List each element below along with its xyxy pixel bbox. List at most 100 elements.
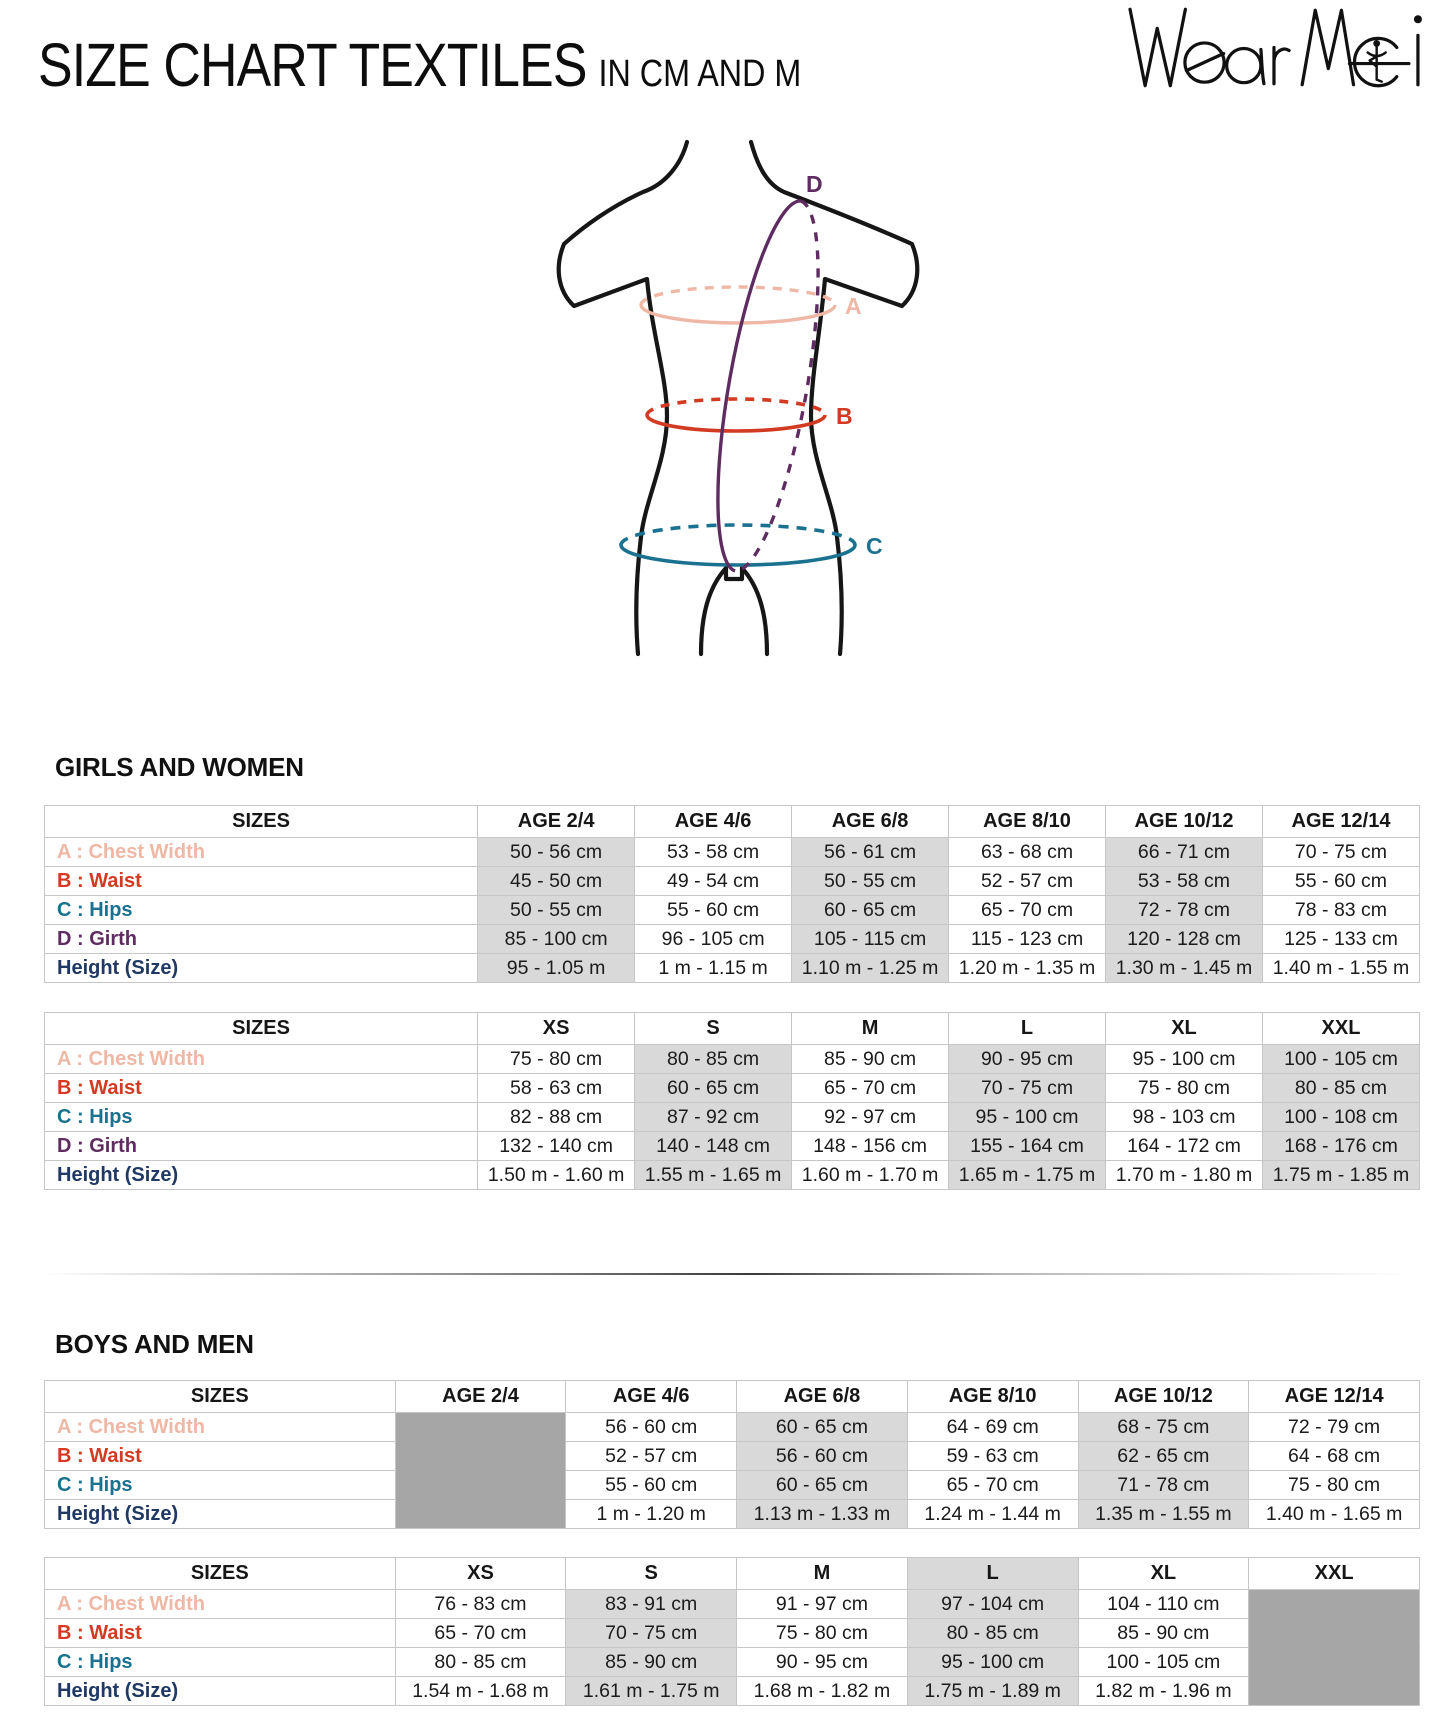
size-cell: 168 - 176 cm: [1262, 1132, 1420, 1161]
row-label: A : Chest Width: [45, 1045, 479, 1074]
row-label: C : Hips: [45, 1103, 479, 1132]
size-cell: 1.13 m - 1.33 m: [737, 1500, 908, 1529]
row-label: D : Girth: [45, 1132, 479, 1161]
row-label: C : Hips: [45, 1471, 396, 1500]
size-cell: 1.82 m - 1.96 m: [1078, 1677, 1250, 1706]
size-cell: 45 - 50 cm: [478, 867, 636, 896]
sizes-header: SIZES: [45, 806, 479, 838]
table-row: Height (Size) 1 m - 1.20 m 1.13 m - 1.33 m…: [45, 1500, 1420, 1529]
size-cell: 60 - 65 cm: [737, 1471, 908, 1500]
size-cell: 97 - 104 cm: [907, 1590, 1079, 1619]
size-cell: 1.10 m - 1.25 m: [792, 954, 950, 983]
size-cell: 50 - 55 cm: [792, 867, 950, 896]
waist-ellipse-back: [645, 397, 827, 416]
size-cell: 65 - 70 cm: [792, 1074, 950, 1103]
body-outline-right: [748, 139, 920, 657]
column-header: AGE 6/8: [792, 806, 950, 838]
size-cell: 70 - 75 cm: [1262, 838, 1420, 867]
page-title: SIZE CHART TEXTILES IN CM AND M: [38, 30, 801, 100]
size-cell: [1249, 1648, 1420, 1677]
logo-letter-r: [1272, 45, 1291, 86]
size-cell: 1.60 m - 1.70 m: [792, 1161, 950, 1190]
column-header: AGE 12/14: [1262, 806, 1420, 838]
column-header: AGE 10/12: [1106, 806, 1263, 838]
section-heading-boys: BOYS AND MEN: [55, 1329, 254, 1359]
row-label: B : Waist: [45, 1442, 396, 1471]
size-cell: 95 - 100 cm: [907, 1648, 1079, 1677]
size-cell: 1.35 m - 1.55 m: [1078, 1500, 1250, 1529]
size-cell: 52 - 57 cm: [566, 1442, 738, 1471]
size-cell: 80 - 85 cm: [635, 1045, 793, 1074]
row-label: B : Waist: [45, 1619, 396, 1648]
size-cell: 58 - 63 cm: [478, 1074, 636, 1103]
column-header: AGE 8/10: [949, 806, 1106, 838]
size-cell: 80 - 85 cm: [395, 1648, 567, 1677]
size-cell: 55 - 60 cm: [566, 1471, 738, 1500]
size-cell: 50 - 55 cm: [478, 896, 636, 925]
size-cell: 148 - 156 cm: [792, 1132, 950, 1161]
row-label: B : Waist: [45, 1074, 479, 1103]
size-cell: 1.75 m - 1.85 m: [1262, 1161, 1420, 1190]
size-cell: 1.24 m - 1.44 m: [907, 1500, 1079, 1529]
table-row: Height (Size) 1.54 m - 1.68 m 1.61 m - 1.7…: [45, 1677, 1420, 1706]
row-label: Height (Size): [45, 1500, 396, 1529]
girls-letter-size-table: SIZES XS S M L XL XXL A : Chest Width 75 - 80 cm…: [44, 1012, 1420, 1190]
size-cell: 75 - 80 cm: [478, 1045, 636, 1074]
size-cell: 55 - 60 cm: [635, 896, 793, 925]
column-header: S: [635, 1013, 793, 1045]
size-cell: 105 - 115 cm: [792, 925, 950, 954]
table-row: B : Waist 45 - 50 cm 49 - 54 cm 50 - 55 cm 5…: [45, 867, 1420, 896]
size-cell: 65 - 70 cm: [949, 896, 1106, 925]
size-cell: [1249, 1619, 1420, 1648]
brand-logo: Wear Moi: [1128, 7, 1422, 88]
size-cell: 64 - 68 cm: [1249, 1442, 1420, 1471]
size-cell: 72 - 78 cm: [1106, 896, 1263, 925]
size-cell: [395, 1471, 567, 1500]
logo-letter-e: [1183, 41, 1226, 84]
diagram-label-b: B: [836, 403, 853, 429]
size-cell: 85 - 90 cm: [792, 1045, 950, 1074]
table-row: A : Chest Width 50 - 56 cm 53 - 58 cm 56 - …: [45, 838, 1420, 867]
table-row: A : Chest Width 76 - 83 cm 83 - 91 cm 91 - …: [45, 1590, 1420, 1619]
size-cell: 75 - 80 cm: [1249, 1471, 1420, 1500]
size-cell: 87 - 92 cm: [635, 1103, 793, 1132]
size-cell: 72 - 79 cm: [1249, 1413, 1420, 1442]
row-label: Height (Size): [45, 1677, 396, 1706]
column-header: AGE 6/8: [737, 1381, 908, 1413]
column-header: AGE 8/10: [907, 1381, 1079, 1413]
hips-ellipse-back: [619, 523, 857, 546]
size-cell: 90 - 95 cm: [949, 1045, 1106, 1074]
size-cell: 56 - 61 cm: [792, 838, 950, 867]
size-cell: 49 - 54 cm: [635, 867, 793, 896]
size-cell: 59 - 63 cm: [907, 1442, 1079, 1471]
size-cell: 1.54 m - 1.68 m: [395, 1677, 567, 1706]
size-cell: 53 - 58 cm: [635, 838, 793, 867]
size-cell: 132 - 140 cm: [478, 1132, 636, 1161]
size-cell: [1249, 1590, 1420, 1619]
size-cell: 78 - 83 cm: [1262, 896, 1420, 925]
page-title-text: SIZE CHART TEXTILES: [38, 31, 587, 99]
column-header: M: [792, 1013, 950, 1045]
diagram-label-d: D: [806, 171, 823, 197]
column-header: L: [949, 1013, 1106, 1045]
girth-loop-back: [734, 199, 820, 573]
diagram-label-a: A: [845, 293, 862, 319]
size-cell: [1249, 1677, 1420, 1706]
logo-letter-w: [1128, 7, 1188, 88]
size-cell: 80 - 85 cm: [907, 1619, 1079, 1648]
page-subtitle: IN CM AND M: [598, 53, 802, 95]
chest-ellipse-front: [639, 304, 837, 325]
size-cell: 83 - 91 cm: [566, 1590, 738, 1619]
row-label: Height (Size): [45, 1161, 479, 1190]
size-cell: 85 - 100 cm: [478, 925, 636, 954]
row-label: Height (Size): [45, 954, 479, 983]
size-cell: 95 - 100 cm: [1106, 1045, 1263, 1074]
column-header: AGE 4/6: [566, 1381, 738, 1413]
size-cell: 1.40 m - 1.55 m: [1262, 954, 1420, 983]
size-cell: 92 - 97 cm: [792, 1103, 950, 1132]
size-cell: 53 - 58 cm: [1106, 867, 1263, 896]
size-cell: 1.30 m - 1.45 m: [1106, 954, 1263, 983]
column-header: L: [907, 1558, 1079, 1590]
column-header: AGE 12/14: [1249, 1381, 1420, 1413]
